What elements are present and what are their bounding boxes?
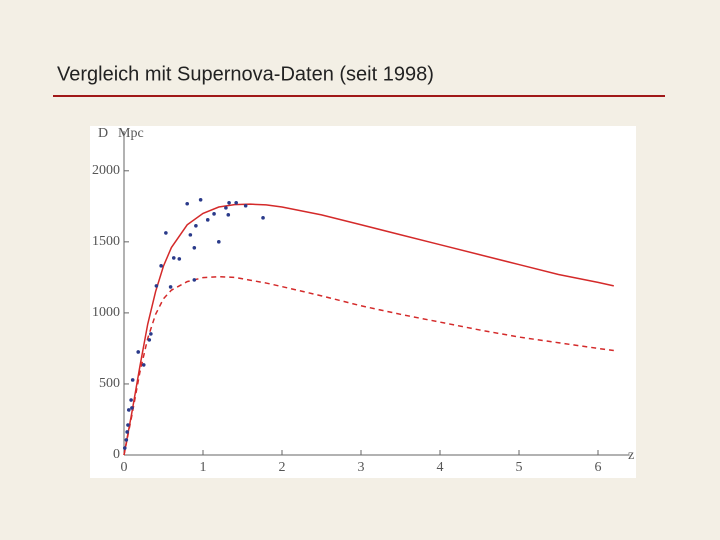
data-point	[124, 438, 129, 442]
data-point	[130, 378, 135, 382]
plot-background	[90, 126, 636, 478]
data-point	[177, 257, 182, 261]
x-tick-label: 1	[200, 460, 207, 475]
y-tick-label: 1000	[92, 305, 120, 320]
dashed-curve	[123, 275, 614, 456]
data-point	[136, 350, 141, 354]
x-tick-label: 4	[437, 460, 444, 475]
data-point	[192, 278, 197, 282]
data-point	[149, 332, 153, 336]
data-point	[164, 231, 168, 235]
data-point	[205, 218, 210, 222]
data-point	[212, 212, 216, 216]
data-point	[194, 223, 198, 228]
y-tick-label: 0	[113, 447, 120, 462]
data-point	[217, 240, 221, 244]
data-point	[147, 338, 152, 342]
data-point	[234, 200, 238, 205]
data-point	[198, 197, 203, 202]
data-point	[243, 203, 248, 208]
data-point	[171, 256, 176, 260]
data-point	[159, 264, 163, 268]
y-axis-unit: Mpc	[118, 126, 144, 141]
data-point	[188, 233, 193, 237]
y-tick-label: 500	[99, 376, 120, 391]
data-point	[122, 446, 127, 450]
x-tick-label: 5	[516, 460, 523, 475]
data-point	[126, 423, 130, 427]
data-point	[129, 398, 133, 402]
data-point	[141, 363, 146, 367]
y-axis-label: D	[98, 126, 108, 141]
x-tick-label: 0	[121, 460, 128, 475]
data-point	[185, 201, 189, 206]
x-tick-label: 3	[358, 460, 365, 475]
data-point	[126, 408, 131, 412]
data-point	[130, 406, 134, 410]
y-tick-label: 1500	[92, 234, 120, 249]
data-point	[227, 200, 231, 205]
data-point	[226, 213, 231, 217]
data-point	[125, 430, 129, 434]
slide-title: Vergleich mit Supernova-Daten (seit 1998…	[57, 63, 434, 85]
x-tick-label: 6	[595, 460, 602, 475]
y-tick-label: 2000	[92, 163, 120, 178]
data-point	[192, 246, 197, 250]
solid-curve	[123, 203, 614, 456]
data-point	[224, 206, 228, 210]
data-point	[168, 285, 173, 289]
data-point	[261, 216, 265, 220]
data-point	[154, 284, 159, 288]
x-axis-label: z	[628, 448, 634, 463]
x-tick-label: 2	[279, 460, 286, 475]
